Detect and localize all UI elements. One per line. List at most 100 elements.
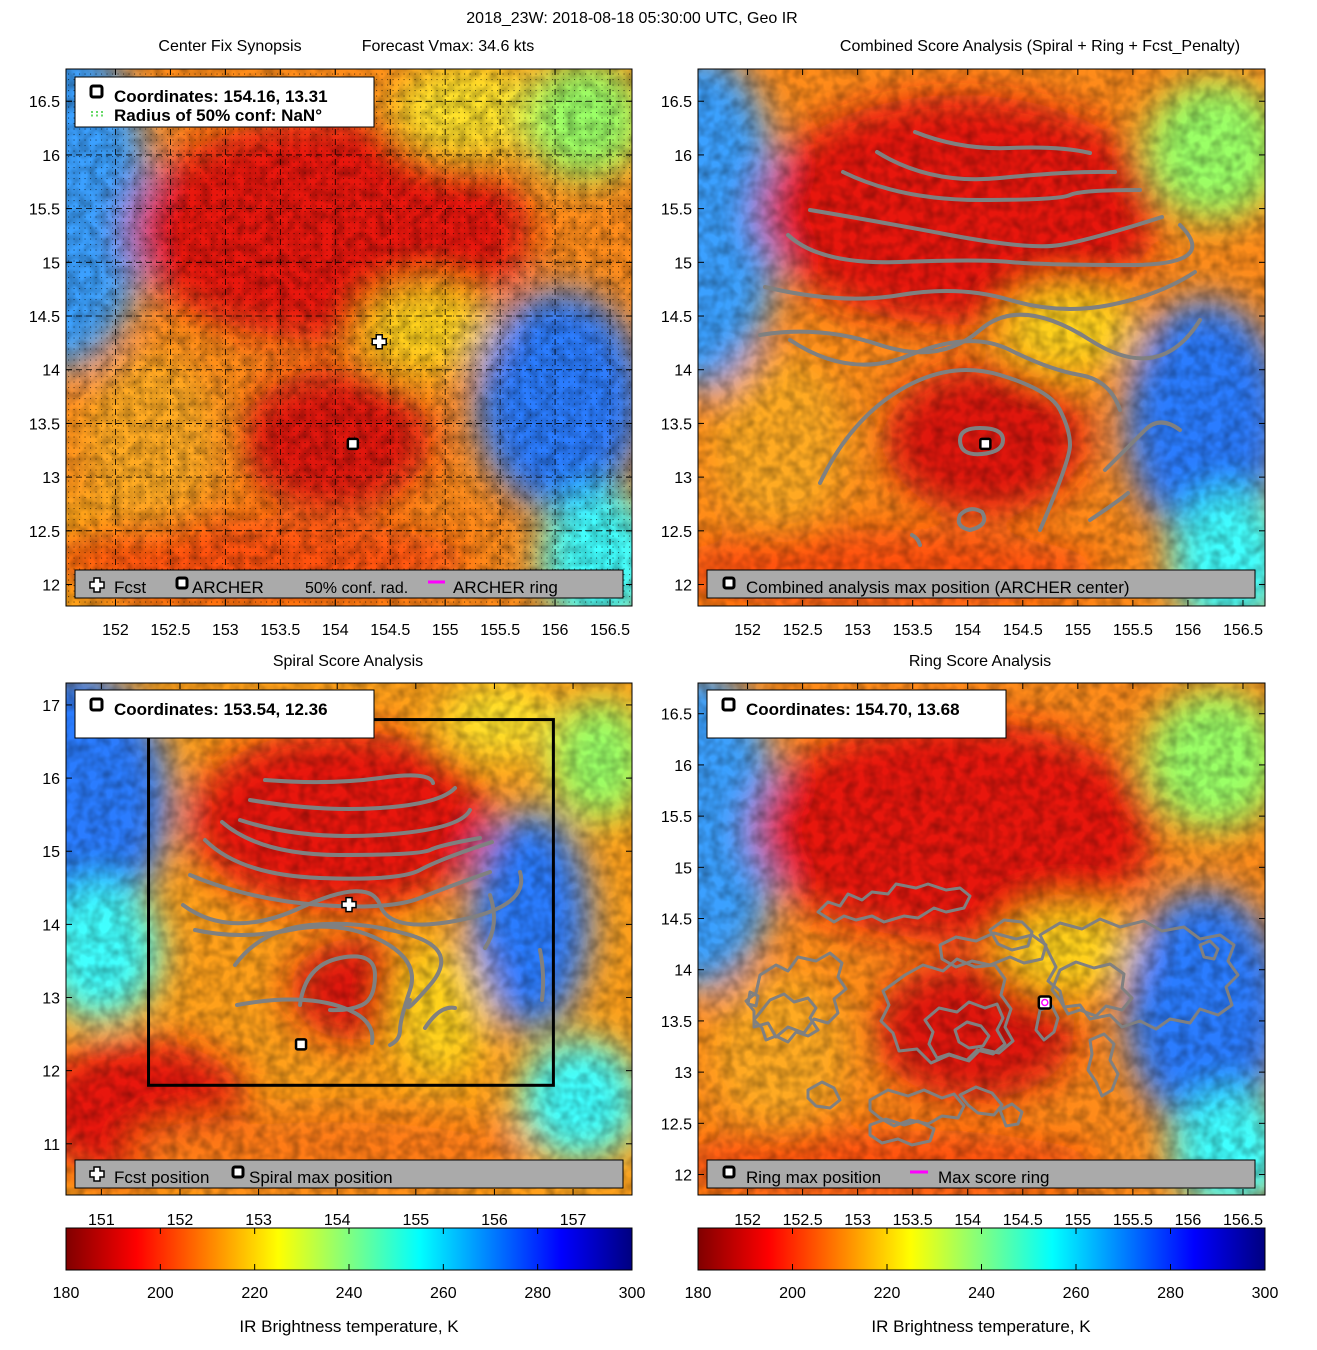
conf-radius-icon: [91, 111, 103, 118]
panel-title-combined: Combined Score Analysis (Spiral + Ring +…: [840, 38, 1240, 55]
x-tick-label: 152: [734, 1212, 761, 1229]
ring-max-marker-icon: [721, 697, 736, 712]
x-tick-label: 152: [734, 622, 761, 639]
y-tick-label: 13: [42, 991, 60, 1008]
colorbar-tick-label: 240: [968, 1285, 995, 1302]
y-tick-label: 13.5: [29, 416, 60, 433]
panel-title-ring: Ring Score Analysis: [909, 653, 1051, 670]
y-tick-label: 14.5: [661, 309, 692, 326]
x-tick-label: 155.5: [1113, 1212, 1153, 1229]
legend-fcst-position: Fcst position: [114, 1168, 209, 1187]
y-tick-label: 16: [674, 758, 692, 775]
x-tick-label: 155: [432, 622, 459, 639]
ring-max-square-icon: [722, 1165, 736, 1179]
y-tick-label: 15: [42, 844, 60, 861]
y-tick-label: 12: [42, 578, 60, 595]
legend-archer-ring: ARCHER ring: [453, 578, 558, 597]
legend-combined-max: Combined analysis max position (ARCHER c…: [746, 578, 1130, 597]
forecast-position-marker: [341, 896, 357, 913]
conf-radius-label: Radius of 50% conf: NaN°: [114, 106, 322, 125]
info-box-spiral: Coordinates: 153.54, 12.36: [74, 689, 375, 739]
x-tick-label: 155.5: [480, 622, 520, 639]
y-tick-label: 13.5: [661, 1014, 692, 1031]
x-tick-label: 155: [1064, 622, 1091, 639]
x-tick-label: 154: [954, 1212, 981, 1229]
coordinates-label: Coordinates: 154.16, 13.31: [114, 87, 328, 106]
markers-spiral: [294, 896, 357, 1051]
x-tick-label: 153.5: [893, 1212, 933, 1229]
colorbar-tick-label: 200: [779, 1285, 806, 1302]
fcst-cross-icon: [89, 577, 105, 593]
y-tick-label: 12: [42, 1064, 60, 1081]
panel-combined: Combined Score Analysis (Spiral + Ring +…: [661, 38, 1266, 639]
x-tick-label: 154: [322, 622, 349, 639]
axes-frame-center-fix: [65, 68, 633, 607]
legend-fcst: Fcst: [114, 578, 146, 597]
ring-coordinates-label: Coordinates: 154.70, 13.68: [746, 700, 960, 719]
y-tick-label: 15: [674, 255, 692, 272]
y-tick-label: 15: [674, 860, 692, 877]
y-tick-label: 12.5: [29, 524, 60, 541]
ir-image-combined: [698, 69, 1265, 606]
y-tick-label: 14.5: [661, 912, 692, 929]
y-tick-label: 14.5: [29, 309, 60, 326]
legend-spiral-max: Spiral max position: [249, 1168, 393, 1187]
y-tick-label: 14: [42, 917, 60, 934]
x-tick-label: 154.5: [1003, 622, 1043, 639]
x-tick-label: 155.5: [1113, 622, 1153, 639]
spiral-max-marker-icon: [89, 697, 104, 712]
x-tick-label: 154.5: [1003, 1212, 1043, 1229]
x-tick-label: 156: [481, 1212, 508, 1229]
axis-ticks-ring: 152 152.5 153 153.5 154 154.5 155 155.5 156 156.5…: [661, 683, 1265, 1229]
x-tick-label: 153: [212, 622, 239, 639]
x-tick-label: 156.5: [590, 622, 630, 639]
figure-title: 2018_23W: 2018-08-18 05:30:00 UTC, Geo I…: [466, 10, 797, 27]
y-tick-label: 16: [42, 148, 60, 165]
colorbar-tick-label: 200: [147, 1285, 174, 1302]
archer-square-icon: [175, 576, 189, 590]
archer-center-marker: [346, 437, 360, 451]
colorbar-tick-label: 260: [430, 1285, 457, 1302]
panel-ring: Ring Score Analysis: [661, 653, 1266, 1229]
axes-frame-spiral: [65, 682, 633, 1196]
y-tick-label: 15.5: [661, 809, 692, 826]
y-tick-label: 16: [674, 148, 692, 165]
colorbar-tick-label: 240: [336, 1285, 363, 1302]
legend-archer: ARCHER: [192, 578, 264, 597]
x-tick-label: 152: [167, 1212, 194, 1229]
y-tick-label: 14: [674, 363, 692, 380]
spiral-coordinates-label: Coordinates: 153.54, 12.36: [114, 700, 328, 719]
x-tick-label: 154: [324, 1212, 351, 1229]
y-tick-label: 14: [42, 363, 60, 380]
panel-center-fix: Center Fix Synopsis Forecast Vmax: 34.6 …: [29, 38, 633, 639]
x-tick-label: 154.5: [370, 622, 410, 639]
spiral-score-contours: [181, 773, 546, 1047]
axis-ticks-center-fix: 152 152.5 153 153.5 154 154.5 155 155.5 156 156.5…: [29, 69, 632, 639]
y-tick-label: 13: [674, 1065, 692, 1082]
colorbar-right: 180 200 220 240 260 280 300 IR Brightness temp…: [685, 1227, 1278, 1336]
y-tick-label: 16.5: [661, 94, 692, 111]
y-tick-label: 13: [42, 470, 60, 487]
legend-ring-max: Ring max position: [746, 1168, 881, 1187]
legend-center-fix: Fcst ARCHER 50% conf. rad. ARCHER ring: [74, 569, 624, 599]
x-tick-label: 156.5: [1223, 1212, 1263, 1229]
legend-conf-rad: 50% conf. rad.: [305, 580, 408, 597]
archer-marker-icon: [89, 84, 104, 99]
y-tick-label: 17: [42, 698, 60, 715]
x-tick-label: 154: [954, 622, 981, 639]
y-tick-label: 12.5: [661, 1116, 692, 1133]
x-tick-label: 153: [245, 1212, 272, 1229]
axis-ticks-combined: 152 152.5 153 153.5 154 154.5 155 155.5 156 156.5…: [661, 69, 1265, 639]
x-tick-label: 153: [844, 1212, 871, 1229]
y-tick-label: 13: [674, 470, 692, 487]
x-tick-label: 156.5: [1223, 622, 1263, 639]
x-tick-label: 155: [1064, 1212, 1091, 1229]
legend-combined: Combined analysis max position (ARCHER c…: [706, 569, 1256, 599]
colorbar-left-ticks: 180 200 220 240 260 280 300: [53, 1228, 645, 1302]
x-tick-label: 155: [402, 1212, 429, 1229]
x-tick-label: 156: [1175, 1212, 1202, 1229]
axis-ticks-spiral: 151 152 153 154 155 156 157 11 12 13 14 15 16 17: [42, 683, 632, 1229]
axes-frame-combined: [697, 68, 1266, 607]
info-box-center-fix: Coordinates: 154.16, 13.31 Radius of 50%…: [74, 76, 375, 128]
